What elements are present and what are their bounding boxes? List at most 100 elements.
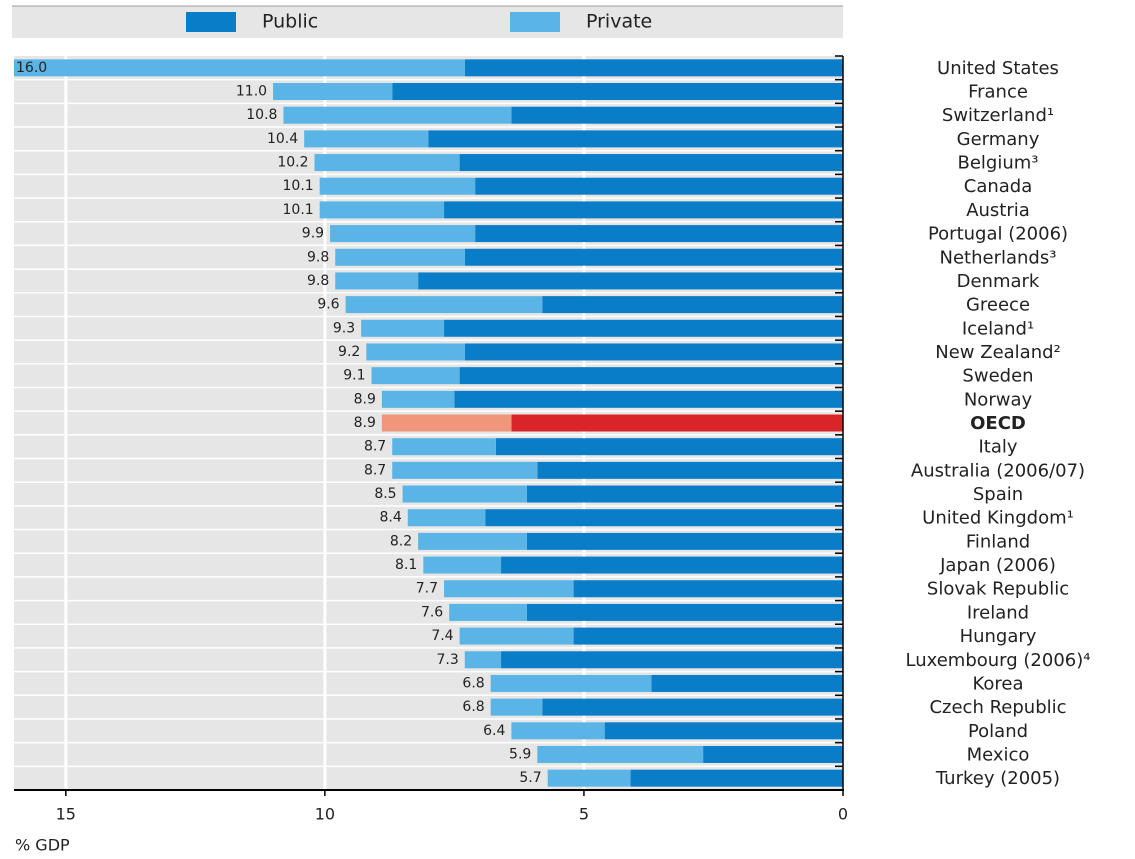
total-label: 10.2 xyxy=(277,155,308,171)
category-label: Belgium³ xyxy=(957,153,1038,174)
total-label: 5.7 xyxy=(519,770,541,786)
bar-segment xyxy=(537,461,843,479)
bar-segment xyxy=(537,745,704,763)
category-label: United States xyxy=(937,58,1059,79)
x-tick-label: 15 xyxy=(56,805,76,824)
bar-segment xyxy=(392,83,843,101)
total-label: 8.7 xyxy=(364,462,386,478)
total-label: 10.1 xyxy=(283,178,314,194)
bar-segment xyxy=(485,509,843,527)
x-tick-label: 5 xyxy=(579,805,589,824)
x-tick-label: 10 xyxy=(315,805,335,824)
bar-segment xyxy=(423,556,502,574)
category-label: Iceland¹ xyxy=(962,318,1034,339)
bar-segment xyxy=(526,532,843,550)
bar-segment xyxy=(283,106,512,124)
category-label: Korea xyxy=(972,673,1023,694)
bar-segment xyxy=(526,603,843,621)
category-label: Portugal (2006) xyxy=(928,224,1068,245)
bar-segment xyxy=(542,296,843,314)
bar-segment xyxy=(454,390,843,408)
bar-segment xyxy=(371,367,460,385)
bar-segment xyxy=(273,83,393,101)
bar-segment xyxy=(361,319,445,337)
bar-segment xyxy=(335,272,419,290)
bar-segment xyxy=(407,509,486,527)
total-label: 16.0 xyxy=(16,60,47,76)
bar-segment xyxy=(381,414,512,432)
total-label: 9.3 xyxy=(333,320,355,336)
bar-segment xyxy=(511,106,843,124)
bar-segment xyxy=(490,698,543,716)
category-label: Czech Republic xyxy=(929,697,1066,718)
total-label: 9.1 xyxy=(343,368,365,384)
bar-segment xyxy=(330,225,476,243)
total-label: 8.9 xyxy=(354,415,376,431)
category-label: Mexico xyxy=(967,744,1030,765)
bar-segment xyxy=(418,272,843,290)
bar-segment xyxy=(630,769,843,787)
bar-segment xyxy=(314,154,460,172)
bar-segment xyxy=(475,225,843,243)
category-label: Poland xyxy=(968,721,1028,742)
bar-segment xyxy=(418,532,527,550)
bar-segment xyxy=(604,722,843,740)
category-label: Hungary xyxy=(960,626,1037,647)
bar-segment xyxy=(392,438,496,456)
legend-label: Private xyxy=(586,11,652,33)
total-label: 9.9 xyxy=(302,226,324,242)
bar-segment xyxy=(444,580,574,598)
category-label: Netherlands³ xyxy=(940,247,1057,268)
bar-segment xyxy=(428,130,843,148)
category-label: Japan (2006) xyxy=(939,555,1056,576)
bar-segment xyxy=(501,651,843,669)
legend-swatch xyxy=(186,12,236,32)
bar-segment xyxy=(464,59,843,77)
legend-band xyxy=(12,6,843,38)
category-label: Slovak Republic xyxy=(927,579,1069,600)
bar-segment xyxy=(449,603,527,621)
bar-segment xyxy=(345,296,543,314)
total-label: 8.1 xyxy=(395,557,417,573)
bar-segment xyxy=(464,248,843,266)
category-label: Greece xyxy=(966,295,1030,316)
total-label: 5.9 xyxy=(509,746,531,762)
bar-segment xyxy=(501,556,843,574)
bar-segment xyxy=(335,248,465,266)
total-label: 8.5 xyxy=(374,486,396,502)
category-label: Ireland xyxy=(967,602,1029,623)
category-label: Norway xyxy=(964,389,1033,410)
bar-segment xyxy=(392,461,538,479)
category-label: Italy xyxy=(978,437,1017,458)
total-label: 8.2 xyxy=(390,533,412,549)
category-label: Sweden xyxy=(962,366,1033,387)
category-label: Canada xyxy=(964,176,1033,197)
total-label: 6.8 xyxy=(462,675,484,691)
bar-segment xyxy=(444,201,843,219)
total-label: 8.9 xyxy=(354,391,376,407)
category-label: United Kingdom¹ xyxy=(922,508,1074,529)
total-label: 8.4 xyxy=(380,510,402,526)
legend-label: Public xyxy=(262,11,318,33)
bar-segment xyxy=(573,627,843,645)
total-label: 9.2 xyxy=(338,344,360,360)
bar-segment xyxy=(381,390,455,408)
category-label: Germany xyxy=(957,129,1040,150)
total-label: 10.8 xyxy=(246,107,277,123)
category-label: New Zealand² xyxy=(935,342,1061,363)
total-label: 10.1 xyxy=(283,202,314,218)
bar-segment xyxy=(402,485,527,503)
bar-segment xyxy=(459,154,843,172)
bar-segment xyxy=(304,130,429,148)
bar-segment xyxy=(459,367,843,385)
category-label: France xyxy=(968,82,1028,103)
bar-segment xyxy=(319,177,476,195)
total-label: 6.8 xyxy=(462,699,484,715)
bar-segment xyxy=(444,319,843,337)
bar-segment xyxy=(573,580,843,598)
category-label: OECD xyxy=(970,413,1026,434)
bar-segment xyxy=(547,769,631,787)
total-label: 10.4 xyxy=(267,131,298,147)
legend-swatch xyxy=(510,12,560,32)
